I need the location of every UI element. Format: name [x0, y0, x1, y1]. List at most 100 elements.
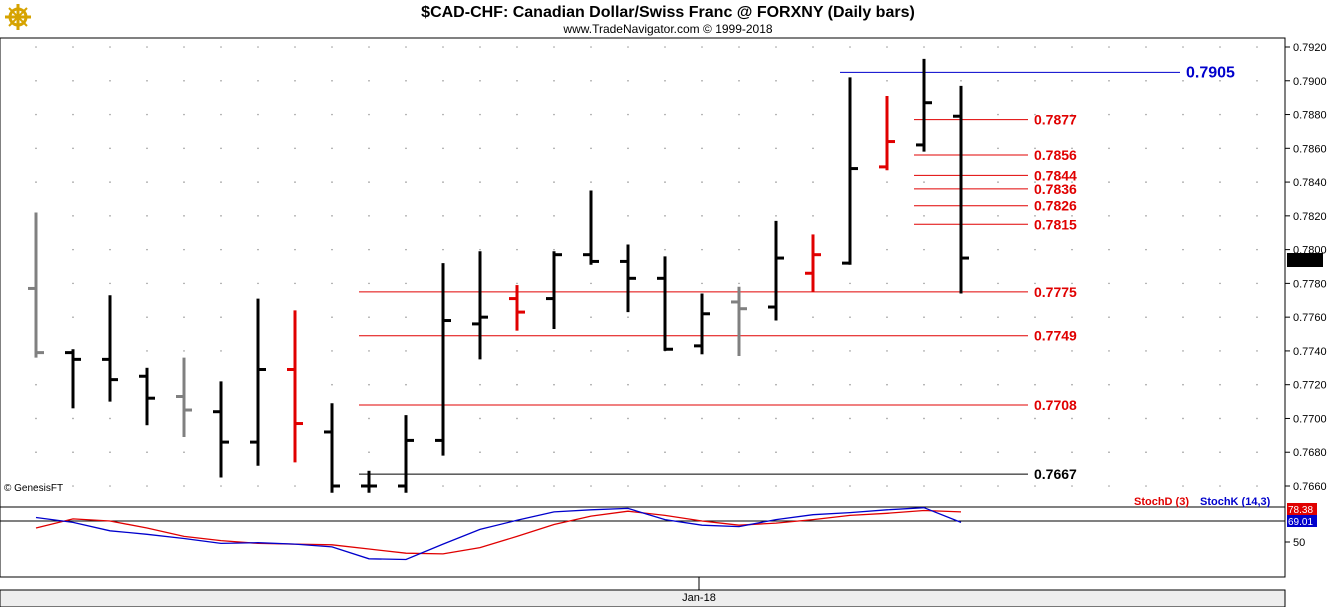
- grid-dot: [1108, 79, 1110, 82]
- grid-dot: [516, 383, 518, 386]
- grid-dot: [1071, 451, 1073, 454]
- grid-dot: [146, 215, 148, 217]
- grid-dot: [923, 451, 925, 454]
- grid-dot: [331, 248, 333, 251]
- price-panel: [0, 37, 1286, 508]
- grid-dot: [812, 350, 814, 352]
- level-label: 0.7877: [1034, 112, 1077, 128]
- grid-dot: [1034, 79, 1036, 82]
- grid-dot: [1034, 383, 1036, 386]
- stochastic-lines: [0, 507, 1285, 561]
- grid-dot: [849, 451, 851, 454]
- grid-dot: [1182, 383, 1184, 386]
- grid-dot: [960, 350, 962, 352]
- grid-dot: [923, 383, 925, 386]
- grid-dot: [627, 79, 629, 82]
- grid-dot: [590, 282, 592, 285]
- grid-dot: [1182, 147, 1184, 150]
- grid-dot: [1071, 147, 1073, 150]
- grid-dot: [257, 46, 259, 48]
- grid-dot: [331, 215, 333, 217]
- logo: [5, 4, 31, 30]
- grid-dot: [553, 451, 555, 454]
- grid-dot: [220, 316, 222, 318]
- grid-dot: [886, 485, 888, 487]
- grid-dot: [1108, 383, 1110, 386]
- grid-dot: [738, 147, 740, 150]
- grid-dot: [812, 113, 814, 116]
- grid-dot: [368, 147, 370, 150]
- grid-dot: [109, 181, 111, 183]
- ohlc-bar: [583, 190, 599, 265]
- stoch-tick-label: 50: [1293, 537, 1305, 549]
- grid-dot: [738, 46, 740, 48]
- grid-dot: [368, 181, 370, 183]
- price-tick-label: 0.7780: [1293, 278, 1327, 290]
- stoch-panel: [0, 506, 1286, 578]
- ohlc-bar: [139, 367, 155, 426]
- price-axis: 0.7660 0.7680 0.7700 0.7720 0.7740 0.7760 0.77…: [1285, 42, 1327, 493]
- grid-dot: [664, 147, 666, 150]
- grid-dot: [1182, 46, 1184, 48]
- level-label: 0.7708: [1034, 397, 1077, 413]
- grid-dot: [1108, 248, 1110, 251]
- grid-dot: [479, 46, 481, 48]
- grid-dot: [738, 485, 740, 487]
- grid-dot: [1145, 79, 1147, 82]
- grid-dot: [997, 113, 999, 116]
- grid-dot: [516, 282, 518, 285]
- grid-dot: [590, 485, 592, 487]
- grid-dot: [405, 316, 407, 318]
- grid-dot: [923, 282, 925, 285]
- grid-dot: [146, 282, 148, 285]
- grid-dot: [1182, 181, 1184, 183]
- grid-dot: [1034, 46, 1036, 48]
- grid-dot: [146, 181, 148, 183]
- price-tick-label: 0.7840: [1293, 177, 1327, 189]
- grid-dot: [109, 451, 111, 454]
- level-label: 0.7667: [1034, 466, 1077, 482]
- grid-dot: [1256, 485, 1258, 487]
- price-tick-label: 0.7680: [1293, 447, 1327, 459]
- grid-dot: [590, 79, 592, 82]
- grid-dot: [960, 383, 962, 386]
- grid-dot: [294, 79, 296, 82]
- grid-dot: [35, 485, 37, 487]
- grid-dot: [1034, 282, 1036, 285]
- ohlc-bar: [65, 349, 81, 409]
- ohlc-bar: [916, 58, 932, 152]
- price-tick-label: 0.7760: [1293, 312, 1327, 324]
- grid-dot: [886, 79, 888, 82]
- grid-dot: [35, 451, 37, 454]
- grid-dot: [183, 181, 185, 183]
- grid-dot: [1034, 350, 1036, 352]
- grid-dot: [183, 215, 185, 217]
- grid-dot: [294, 485, 296, 487]
- level-label: 0.7815: [1034, 216, 1077, 232]
- grid-dot: [220, 79, 222, 82]
- grid-dot: [923, 485, 925, 487]
- grid-dot: [553, 147, 555, 150]
- grid-dot: [886, 383, 888, 386]
- grid-dot: [664, 46, 666, 48]
- grid-dot: [627, 46, 629, 48]
- grid-dot: [886, 181, 888, 183]
- ohlc-bar: [324, 403, 340, 493]
- grid-dot: [923, 350, 925, 352]
- grid-dot: [35, 147, 37, 150]
- grid-dot: [516, 485, 518, 487]
- grid-dot: [1219, 282, 1221, 285]
- grid-dot: [923, 316, 925, 318]
- grid-dot: [1071, 46, 1073, 48]
- price-tick-label: 0.7820: [1293, 211, 1327, 223]
- grid-dot: [701, 113, 703, 116]
- grid-dot: [1219, 451, 1221, 454]
- grid-dot: [738, 79, 740, 82]
- grid-dot: [1108, 282, 1110, 285]
- ohlc-bar: [731, 286, 747, 356]
- grid-dot: [553, 215, 555, 217]
- grid-dot: [183, 350, 185, 352]
- grid-dot: [1071, 485, 1073, 487]
- grid-dot: [923, 181, 925, 183]
- grid-dot: [1256, 215, 1258, 217]
